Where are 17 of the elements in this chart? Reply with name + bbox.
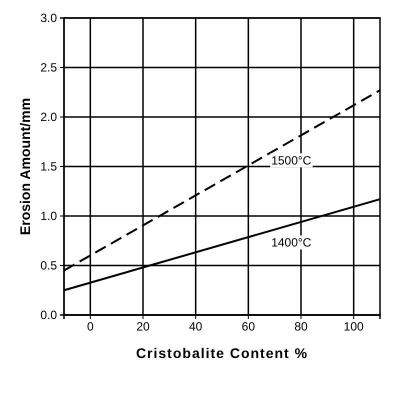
series-label: 1400°C [271,235,312,250]
x-axis-title: Cristobalite Content % [136,345,308,361]
x-tick-label: 40 [188,320,203,334]
x-tick-label: 80 [294,320,308,334]
y-tick-label: 2.0 [40,110,58,124]
x-tick-label: 100 [344,320,364,334]
x-tick-label: 0 [86,320,94,334]
y-axis-title: Erosion Amount/mm [17,98,33,236]
x-tick-label: 20 [136,320,150,334]
y-tick-label: 3.0 [40,10,58,25]
x-tick-label: 60 [242,320,256,334]
y-tick-label: 2.5 [40,60,58,74]
y-tick-label: 0.5 [40,258,58,272]
series-label: 1500°C [271,153,312,168]
y-tick-label: 1.0 [40,208,58,223]
y-tick-label: 0.0 [40,308,58,322]
y-tick-label: 1.5 [40,159,58,174]
